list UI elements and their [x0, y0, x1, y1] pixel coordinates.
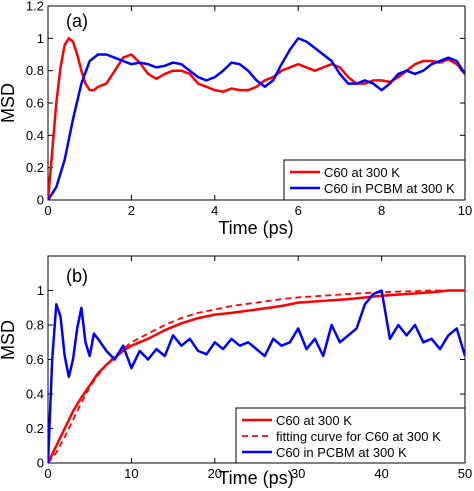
x-axis-label: Time (ps): [218, 218, 293, 238]
ticks: 0 10 20 30 40 50 0 0.2 0.4 0.6 0.8 1: [26, 256, 472, 481]
y-tick-label: 0.4: [26, 387, 44, 402]
y-tick-label: 1.2: [26, 0, 44, 14]
x-tick-label: 10: [458, 203, 472, 218]
legend-label-fit: fitting curve for C60 at 300 K: [276, 429, 441, 444]
y-tick-label: 0.6: [26, 96, 44, 111]
x-tick-label: 10: [124, 466, 138, 481]
y-tick-label: 0: [37, 456, 44, 471]
series-layer: [48, 289, 465, 463]
panel-label: (b): [66, 266, 88, 286]
series-line-c60-in-pcbm-at-300-k: [48, 289, 465, 463]
y-axis-label: MSD: [0, 320, 18, 360]
legend-label-c60-pcbm: C60 in PCBM at 300 K: [324, 181, 455, 196]
legend: C60 at 300 K C60 in PCBM at 300 K: [283, 159, 466, 201]
x-tick-label: 0: [44, 203, 51, 218]
legend-label-c60: C60 at 300 K: [324, 165, 400, 180]
series-line-c60-in-pcbm-at-300-k: [48, 37, 465, 200]
y-axis-label: MSD: [0, 83, 18, 123]
legend: C60 at 300 K fitting curve for C60 at 30…: [235, 407, 466, 464]
x-tick-label: 50: [458, 466, 472, 481]
y-tick-label: 0: [37, 193, 44, 208]
panel-a: 0 2 4 6 8 10 0 0.2 0.4 0.6 0.8 1 1.2 (a) Time (ps) M…: [0, 0, 472, 238]
x-tick-label: 20: [208, 466, 222, 481]
ticks: 0 2 4 6 8 10 0 0.2 0.4 0.6 0.8 1 1.2: [26, 0, 472, 218]
y-tick-label: 0.8: [26, 63, 44, 78]
x-tick-label: 30: [291, 466, 305, 481]
legend-label-c60: C60 at 300 K: [276, 413, 352, 428]
x-axis-label: Time (ps): [218, 468, 293, 488]
y-tick-label: 0.2: [26, 160, 44, 175]
series-layer: [48, 37, 465, 200]
x-tick-label: 4: [211, 203, 218, 218]
x-tick-label: 40: [374, 466, 388, 481]
y-tick-label: 0.6: [26, 352, 44, 367]
legend-label-c60-pcbm: C60 in PCBM at 300 K: [276, 445, 407, 460]
x-tick-label: 2: [128, 203, 135, 218]
legend-box: [235, 407, 466, 464]
y-tick-label: 0.4: [26, 128, 44, 143]
y-tick-label: 1: [37, 283, 44, 298]
y-tick-label: 1: [37, 31, 44, 46]
y-tick-label: 0.2: [26, 421, 44, 436]
x-tick-label: 8: [378, 203, 385, 218]
y-tick-label: 0.8: [26, 318, 44, 333]
series-line-c60-at-300-k: [48, 37, 465, 200]
series-line-fitting-curve-for-c60-at-300-k: [48, 289, 465, 463]
x-tick-label: 6: [295, 203, 302, 218]
legend-box: [283, 159, 466, 201]
panel-label: (a): [66, 11, 88, 31]
x-tick-label: 0: [44, 466, 51, 481]
